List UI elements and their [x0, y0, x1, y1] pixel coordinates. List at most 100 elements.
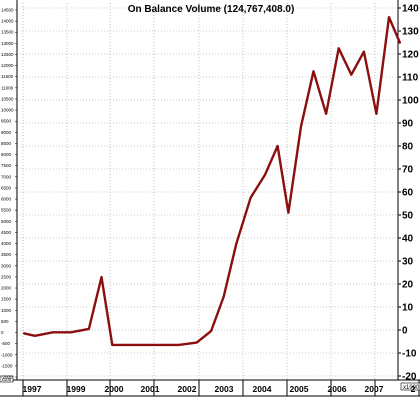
obv-data-point — [123, 344, 126, 346]
left-tick-label: -2000 — [1, 375, 13, 380]
left-tick-label: 9000 — [1, 130, 12, 135]
left-tick-label: 13500 — [1, 30, 14, 35]
left-tick-label: 1500 — [1, 297, 12, 302]
left-tick-label: 500 — [1, 319, 9, 324]
left-tick-label: 13000 — [1, 41, 14, 46]
left-tick-label: 7000 — [1, 174, 12, 179]
obv-data-point — [312, 70, 315, 73]
left-tick-label: 4500 — [1, 230, 12, 235]
right-tick-label: 20 — [402, 280, 414, 291]
left-tick-label: 3000 — [1, 263, 12, 268]
obv-data-point — [300, 125, 302, 128]
right-tick-label: -20 — [402, 372, 417, 383]
obv-data-point — [350, 73, 353, 76]
x-tick-label: 2 — [411, 384, 416, 394]
left-tick-label: -1000 — [1, 352, 13, 357]
obv-data-point — [276, 145, 279, 147]
right-tick-label: 10 — [402, 303, 414, 314]
obv-data-point — [70, 331, 72, 334]
left-tick-label: 10500 — [1, 96, 14, 101]
obv-data-point — [52, 331, 54, 334]
left-unit-label: x100 — [2, 377, 12, 382]
right-unit-label: x1000 — [403, 385, 420, 391]
left-tick-label: 9500 — [1, 119, 12, 124]
obv-data-point — [388, 16, 390, 19]
right-tick-label: 40 — [402, 234, 414, 245]
right-tick-label: 140 — [402, 4, 419, 15]
obv-data-point — [363, 50, 365, 53]
left-tick-label: 8500 — [1, 141, 12, 146]
x-tick-label: 2006 — [328, 384, 347, 394]
series-layer — [23, 16, 401, 347]
x-tick-label: 2001 — [141, 384, 160, 394]
obv-data-point — [210, 330, 213, 332]
obv-data-point — [375, 112, 378, 115]
right-tick-label: 130 — [402, 27, 419, 38]
x-tick-label: 2005 — [290, 384, 309, 394]
x-tick-label: 2004 — [253, 384, 272, 394]
right-unit-box — [400, 382, 420, 391]
right-tick-label: 0 — [402, 326, 408, 337]
right-tick-label: 100 — [402, 96, 419, 107]
left-tick-label: 1000 — [1, 308, 12, 313]
left-tick-label: 4000 — [1, 241, 12, 246]
obv-data-point — [235, 242, 238, 245]
left-tick-label: 2500 — [1, 274, 12, 279]
left-tick-label: 14500 — [1, 8, 14, 13]
right-tick-label: 30 — [402, 257, 414, 268]
label-layer: 1401301201101009080706050403020100-10-20… — [1, 4, 420, 395]
obv-data-point — [249, 196, 252, 199]
left-tick-label: 0 — [1, 330, 4, 335]
left-tick-label: 11000 — [1, 85, 14, 90]
x-tick-label: 2000 — [105, 384, 124, 394]
right-tick-label: 90 — [402, 119, 414, 130]
left-tick-label: 2000 — [1, 286, 12, 291]
left-tick-label: 5000 — [1, 219, 12, 224]
x-tick-label: 2003 — [215, 384, 234, 394]
left-tick-label: 7500 — [1, 163, 12, 168]
right-tick-label: 110 — [402, 73, 419, 84]
obv-data-point — [264, 173, 266, 176]
left-tick-label: 10000 — [1, 108, 14, 113]
obv-data-point — [177, 344, 180, 346]
obv-data-point — [398, 41, 401, 44]
right-tick-label: 50 — [402, 211, 414, 222]
grid-layer — [17, 3, 398, 380]
left-tick-label: 11500 — [1, 74, 14, 79]
right-tick-label: 60 — [402, 188, 414, 199]
right-tick-label: -10 — [402, 349, 417, 360]
chart-title: On Balance Volume (124,767,408.0) — [128, 4, 295, 15]
obv-data-point — [34, 334, 36, 337]
obv-data-point — [325, 112, 327, 115]
left-tick-label: -500 — [1, 341, 11, 346]
left-tick-label: 3500 — [1, 252, 12, 257]
left-tick-label: 14000 — [1, 19, 14, 24]
left-tick-label: 12500 — [1, 52, 14, 57]
left-tick-label: 6000 — [1, 197, 12, 202]
obv-data-point — [222, 295, 225, 298]
obv-data-point — [337, 47, 340, 50]
left-tick-label: 12000 — [1, 63, 14, 68]
left-tick-label: -1500 — [1, 363, 13, 368]
obv-data-point — [159, 344, 162, 346]
left-tick-label: 8000 — [1, 152, 12, 157]
obv-data-point — [88, 328, 90, 330]
x-tick-label: 1999 — [67, 384, 86, 394]
obv-data-point — [287, 211, 290, 214]
obv-series-line — [23, 16, 401, 347]
x-tick-label: 2002 — [178, 384, 197, 394]
obv-data-point — [23, 332, 26, 335]
left-tick-label: 6500 — [1, 185, 12, 190]
x-tick-label: 2007 — [365, 384, 384, 394]
left-tick-label: 5500 — [1, 208, 12, 213]
obv-data-point — [111, 344, 114, 346]
right-tick-label: 120 — [402, 50, 419, 61]
left-unit-box — [0, 375, 14, 383]
right-tick-label: 70 — [402, 165, 414, 176]
x-tick-label: 1997 — [23, 384, 42, 394]
obv-data-point — [195, 341, 198, 344]
